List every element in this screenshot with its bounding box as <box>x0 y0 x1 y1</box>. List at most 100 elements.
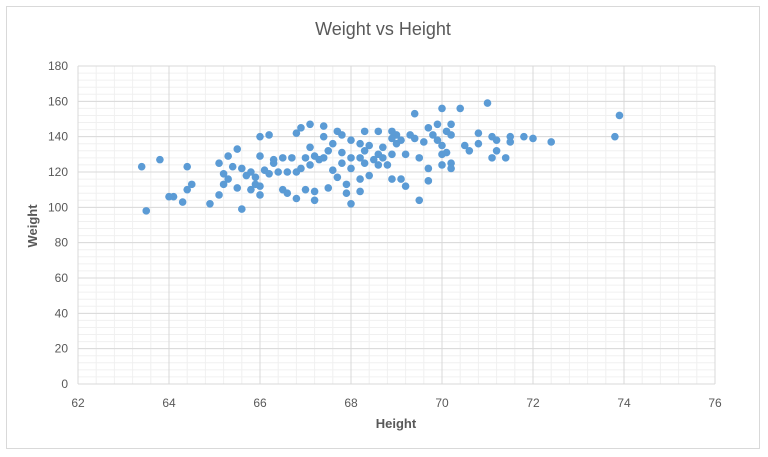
data-point <box>401 150 410 159</box>
data-point <box>424 177 433 185</box>
data-point <box>306 143 314 152</box>
data-point <box>388 150 396 159</box>
data-point <box>319 122 328 130</box>
data-point <box>547 138 555 146</box>
data-point <box>447 131 455 139</box>
data-point <box>301 185 310 194</box>
data-point <box>283 189 292 197</box>
data-point <box>333 173 342 182</box>
y-axis-title: Weight <box>25 204 40 248</box>
data-point <box>178 198 187 206</box>
data-point <box>233 184 242 192</box>
data-point <box>219 180 228 189</box>
data-point <box>447 120 455 129</box>
data-point <box>324 147 333 155</box>
data-point <box>319 132 328 141</box>
data-point <box>433 120 442 129</box>
data-point <box>306 161 314 169</box>
data-point <box>256 191 264 199</box>
data-point <box>137 162 146 171</box>
data-point <box>456 104 465 113</box>
data-point <box>501 154 510 162</box>
data-point <box>347 154 355 162</box>
data-point <box>460 141 469 150</box>
data-point <box>228 162 237 171</box>
data-point <box>420 138 428 146</box>
data-point <box>438 141 446 150</box>
data-point <box>615 111 624 120</box>
data-point <box>283 168 292 176</box>
data-point <box>256 152 264 160</box>
data-point <box>410 134 419 143</box>
data-point <box>219 169 228 178</box>
data-point <box>383 161 392 169</box>
data-point <box>424 164 433 173</box>
data-point <box>447 164 455 173</box>
data-point <box>379 154 387 162</box>
data-point <box>301 154 310 162</box>
data-point <box>429 131 437 139</box>
data-point <box>415 154 424 162</box>
data-point <box>442 148 451 157</box>
data-point <box>310 196 319 205</box>
data-point <box>310 187 319 196</box>
data-point <box>492 136 501 144</box>
data-point <box>187 180 196 189</box>
data-point <box>224 175 232 183</box>
data-point <box>433 136 442 144</box>
data-point <box>392 131 401 139</box>
data-point <box>356 175 364 183</box>
data-point <box>183 185 191 194</box>
data-point <box>365 171 374 180</box>
data-point <box>365 141 374 150</box>
data-point <box>338 159 346 167</box>
data-point <box>529 134 537 143</box>
data-point <box>238 205 246 213</box>
data-point <box>520 132 528 141</box>
data-point <box>215 159 223 167</box>
data-point <box>269 159 278 167</box>
data-point <box>488 154 496 162</box>
y-tick-label: 0 <box>61 377 68 391</box>
x-tick-labels: 62 64 66 68 70 72 74 76 <box>71 396 722 410</box>
data-point <box>356 139 364 148</box>
data-point <box>410 109 419 118</box>
data-point <box>347 136 355 144</box>
data-point <box>397 136 405 144</box>
data-point <box>474 139 483 148</box>
data-point <box>329 139 337 148</box>
data-point <box>265 131 273 139</box>
data-point <box>347 200 355 208</box>
data-point <box>360 127 369 136</box>
y-tick-label: 120 <box>48 165 68 179</box>
y-tick-labels: 0 20 40 60 80 100 120 140 160 180 <box>48 59 68 391</box>
data-point <box>360 147 369 155</box>
data-point <box>374 127 383 136</box>
data-point <box>506 132 515 141</box>
data-point <box>338 131 346 139</box>
chart-title: Weight vs Height <box>315 19 451 39</box>
x-tick-label: 70 <box>435 396 449 410</box>
data-point <box>483 99 492 107</box>
data-point <box>474 129 483 137</box>
data-point <box>265 169 273 178</box>
data-point <box>224 152 232 160</box>
data-point <box>292 129 301 137</box>
data-point <box>388 175 396 183</box>
x-tick-label: 72 <box>526 396 540 410</box>
data-point <box>215 191 223 199</box>
x-tick-label: 62 <box>71 396 85 410</box>
y-tick-label: 180 <box>48 59 68 73</box>
y-tick-label: 80 <box>55 236 69 250</box>
y-tick-label: 40 <box>55 306 69 320</box>
x-tick-label: 64 <box>162 396 176 410</box>
data-point <box>169 192 178 201</box>
y-tick-label: 160 <box>48 94 68 108</box>
data-point <box>369 155 378 164</box>
data-point <box>274 168 283 176</box>
data-point <box>347 164 355 173</box>
data-point <box>251 173 260 182</box>
y-tick-label: 60 <box>55 271 69 285</box>
data-points <box>137 99 624 215</box>
